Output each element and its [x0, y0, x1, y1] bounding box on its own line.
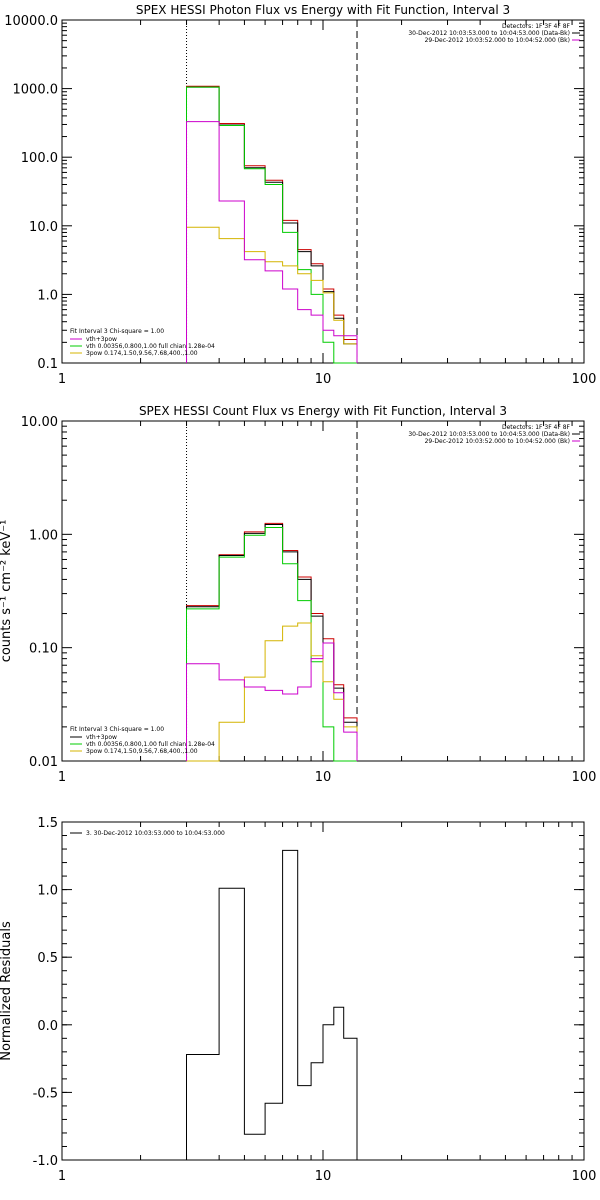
- plot1-y-tick-label: 1000.0: [13, 83, 59, 98]
- plot2-title: SPEX HESSI Count Flux vs Energy with Fit…: [139, 404, 507, 418]
- plot2-y-tick-label: 10.00: [21, 415, 58, 430]
- plot1-series-vth: [186, 86, 357, 364]
- plot2-series-data: [186, 522, 358, 761]
- plot2-series-sum: [186, 642, 358, 761]
- plot1-series-3pow: [186, 226, 358, 363]
- plot1-x-tick-label: 1: [58, 372, 66, 387]
- plot1-x-tick-label: 100: [572, 372, 597, 387]
- plot3-series-residuals: [186, 849, 358, 1160]
- plot2-legend-top-right-line: Detectors: 1F 3F 4F 8F: [502, 424, 571, 431]
- plot2-legend-top-right-line: 29-Dec-2012 10:03:52.000 to 10:04:52.000…: [425, 438, 570, 445]
- plot2-series-vth: [186, 527, 357, 762]
- plot2-legend-entry: vth 0.00356,0.800,1.00 full chian 1.28e-…: [86, 741, 215, 748]
- plot3-y-tick-label: 1.5: [37, 816, 58, 831]
- plot2-x-tick-label: 100: [572, 770, 597, 785]
- plot2-y-tick-label: 0.01: [29, 755, 58, 770]
- plot3-y-tick-label: -0.5: [33, 1086, 58, 1101]
- plot1-y-tick-label: 10000.0: [4, 14, 58, 29]
- plot2-x-tick-label: 10: [315, 770, 332, 785]
- plot3-y-tick-label: 0.0: [37, 1019, 58, 1034]
- plot3-x-tick-label: 10: [315, 1169, 332, 1184]
- plot1-legend-top-right-line: 29-Dec-2012 10:03:52.000 to 10:04:52.000…: [425, 37, 570, 44]
- plot1-x-tick-label: 10: [315, 372, 332, 387]
- plot3-y-axis-label: Normalized Residuals: [0, 921, 14, 1061]
- plot2-legend-entry: 3pow 0.174,1.50,9.56,7.68,400.,1.00: [86, 748, 198, 755]
- plot3-y-tick-label: 1.0: [37, 884, 58, 899]
- plot2-series-3pow: [186, 622, 358, 762]
- plot3-y-tick-label: 0.5: [37, 951, 58, 966]
- plot1-legend-top-right-line: Detectors: 1F 3F 4F 8F: [502, 23, 571, 30]
- plot2-x-tick-label: 1: [58, 770, 66, 785]
- plot1-legend-entry: vth 0.00356,0.800,1.00 full chian 1.28e-…: [86, 343, 215, 350]
- plot1-legend-entry: vth+3pow: [86, 336, 117, 343]
- plot1-legend-fit-header: Fit Interval 3 Chi-square = 1.00: [70, 328, 164, 335]
- plot1-y-tick-label: 0.1: [37, 357, 58, 372]
- plot1-series-data: [186, 85, 358, 363]
- plot3-y-tick-label: -1.0: [33, 1154, 58, 1169]
- plot1-legend-entry: 3pow 0.174,1.50,9.56,7.68,400.,1.00: [86, 350, 198, 357]
- plot3-frame: [61, 821, 585, 1161]
- plot2-legend-fit-header: Fit Interval 3 Chi-square = 1.00: [70, 726, 164, 733]
- plot2-legend-top-right-line: 30-Dec-2012 10:03:53.000 to 10:04:53.000…: [408, 431, 570, 438]
- plot1-y-tick-label: 1.0: [37, 288, 58, 303]
- plot1-y-tick-label: 10.0: [29, 220, 58, 235]
- plot1-y-tick-label: 100.0: [21, 151, 58, 166]
- plot2-y-axis-label: counts s⁻¹ cm⁻² keV⁻¹: [0, 520, 14, 663]
- plot1-title: SPEX HESSI Photon Flux vs Energy with Fi…: [136, 3, 510, 17]
- plot1-series-sum: [186, 121, 358, 363]
- plot2-y-tick-label: 0.10: [29, 642, 58, 657]
- plot3-legend-entry: 3. 30-Dec-2012 10:03:53.000 to 10:04:53.…: [86, 830, 225, 837]
- plot1-series-total: [186, 86, 358, 363]
- plot3-x-tick-label: 1: [58, 1169, 66, 1184]
- plot3-x-tick-label: 100: [572, 1169, 597, 1184]
- plot2-y-tick-label: 1.00: [29, 528, 58, 543]
- plot1-legend-top-right-line: 30-Dec-2012 10:03:53.000 to 10:04:53.000…: [408, 30, 570, 37]
- plot2-legend-entry: vth+3pow: [86, 734, 117, 741]
